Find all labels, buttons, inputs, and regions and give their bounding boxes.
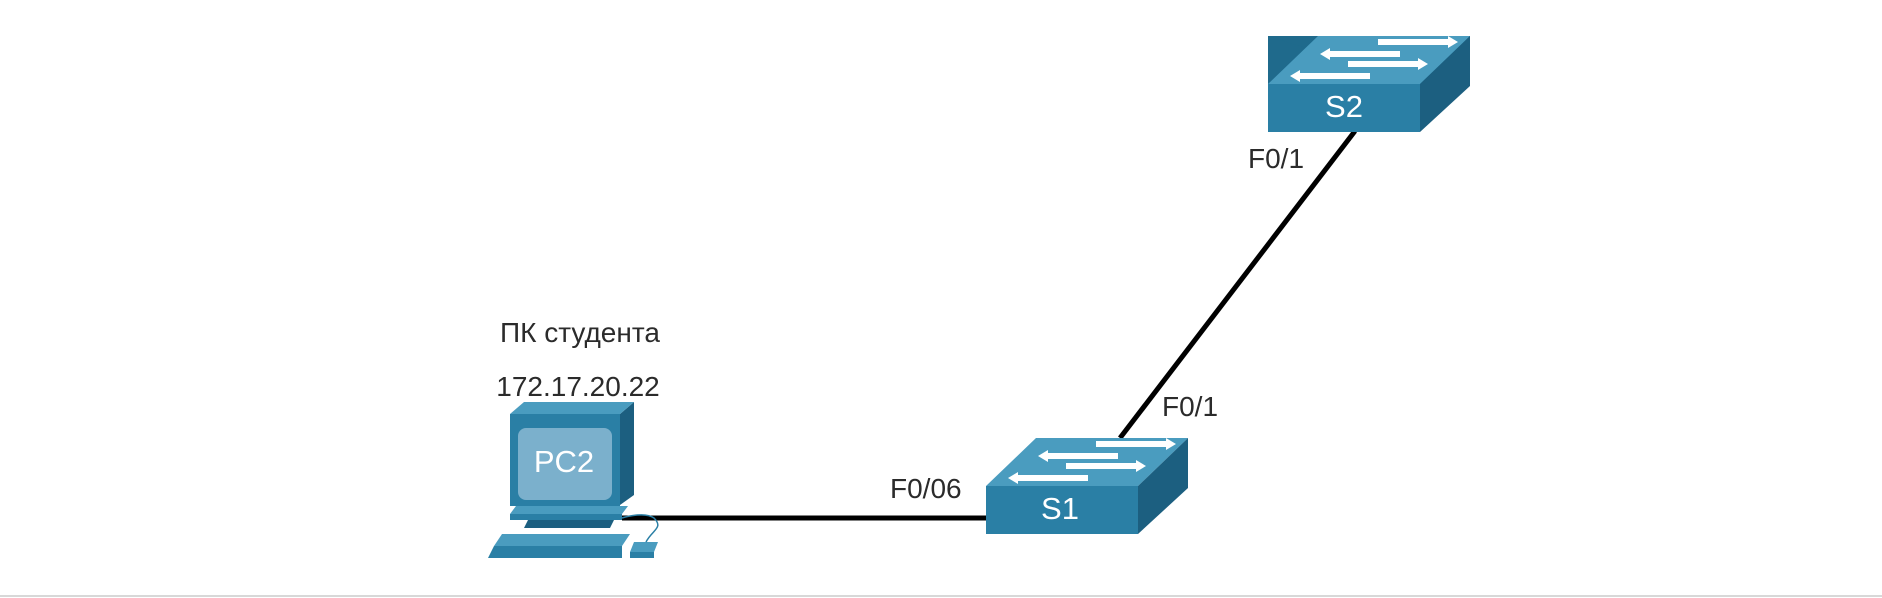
pc2-monitor-side (620, 402, 634, 505)
switch-s1-front (986, 486, 1138, 534)
mouse-cable (621, 514, 659, 543)
switch-s2-label: S2 (1325, 89, 1363, 124)
pc2-caption: ПК студента (500, 317, 660, 348)
pc2-computer[interactable]: PC2 (488, 402, 659, 558)
switch-arrows-icon (1290, 36, 1458, 82)
port-label-s2-f0-1: F0/1 (1248, 143, 1304, 174)
pc2-stand-top (510, 506, 628, 514)
keyboard-icon (494, 534, 630, 546)
switch-arrows-icon (1008, 438, 1176, 484)
switch-s1-side (1138, 438, 1188, 534)
switch-s2-top (1268, 36, 1470, 84)
port-label-s1-f0-1: F0/1 (1162, 391, 1218, 422)
mouse-icon (630, 542, 658, 552)
switch-s2[interactable]: S2 (1268, 36, 1470, 132)
switch-s2-front (1268, 84, 1420, 132)
pc2-screen (518, 428, 612, 500)
pc2-base (524, 520, 614, 528)
pc2-monitor-top (510, 402, 634, 414)
port-label-s1-f0-06: F0/06 (890, 473, 962, 504)
switch-s1[interactable]: S1 (986, 438, 1188, 534)
switch-s1-label: S1 (1041, 491, 1079, 526)
pc2-label: PC2 (534, 444, 594, 479)
link-s1-s2 (1118, 129, 1357, 440)
switch-s2-side (1420, 36, 1470, 132)
switch-s1-top (986, 438, 1188, 486)
pc2-ip-address: 172.17.20.22 (496, 371, 660, 402)
